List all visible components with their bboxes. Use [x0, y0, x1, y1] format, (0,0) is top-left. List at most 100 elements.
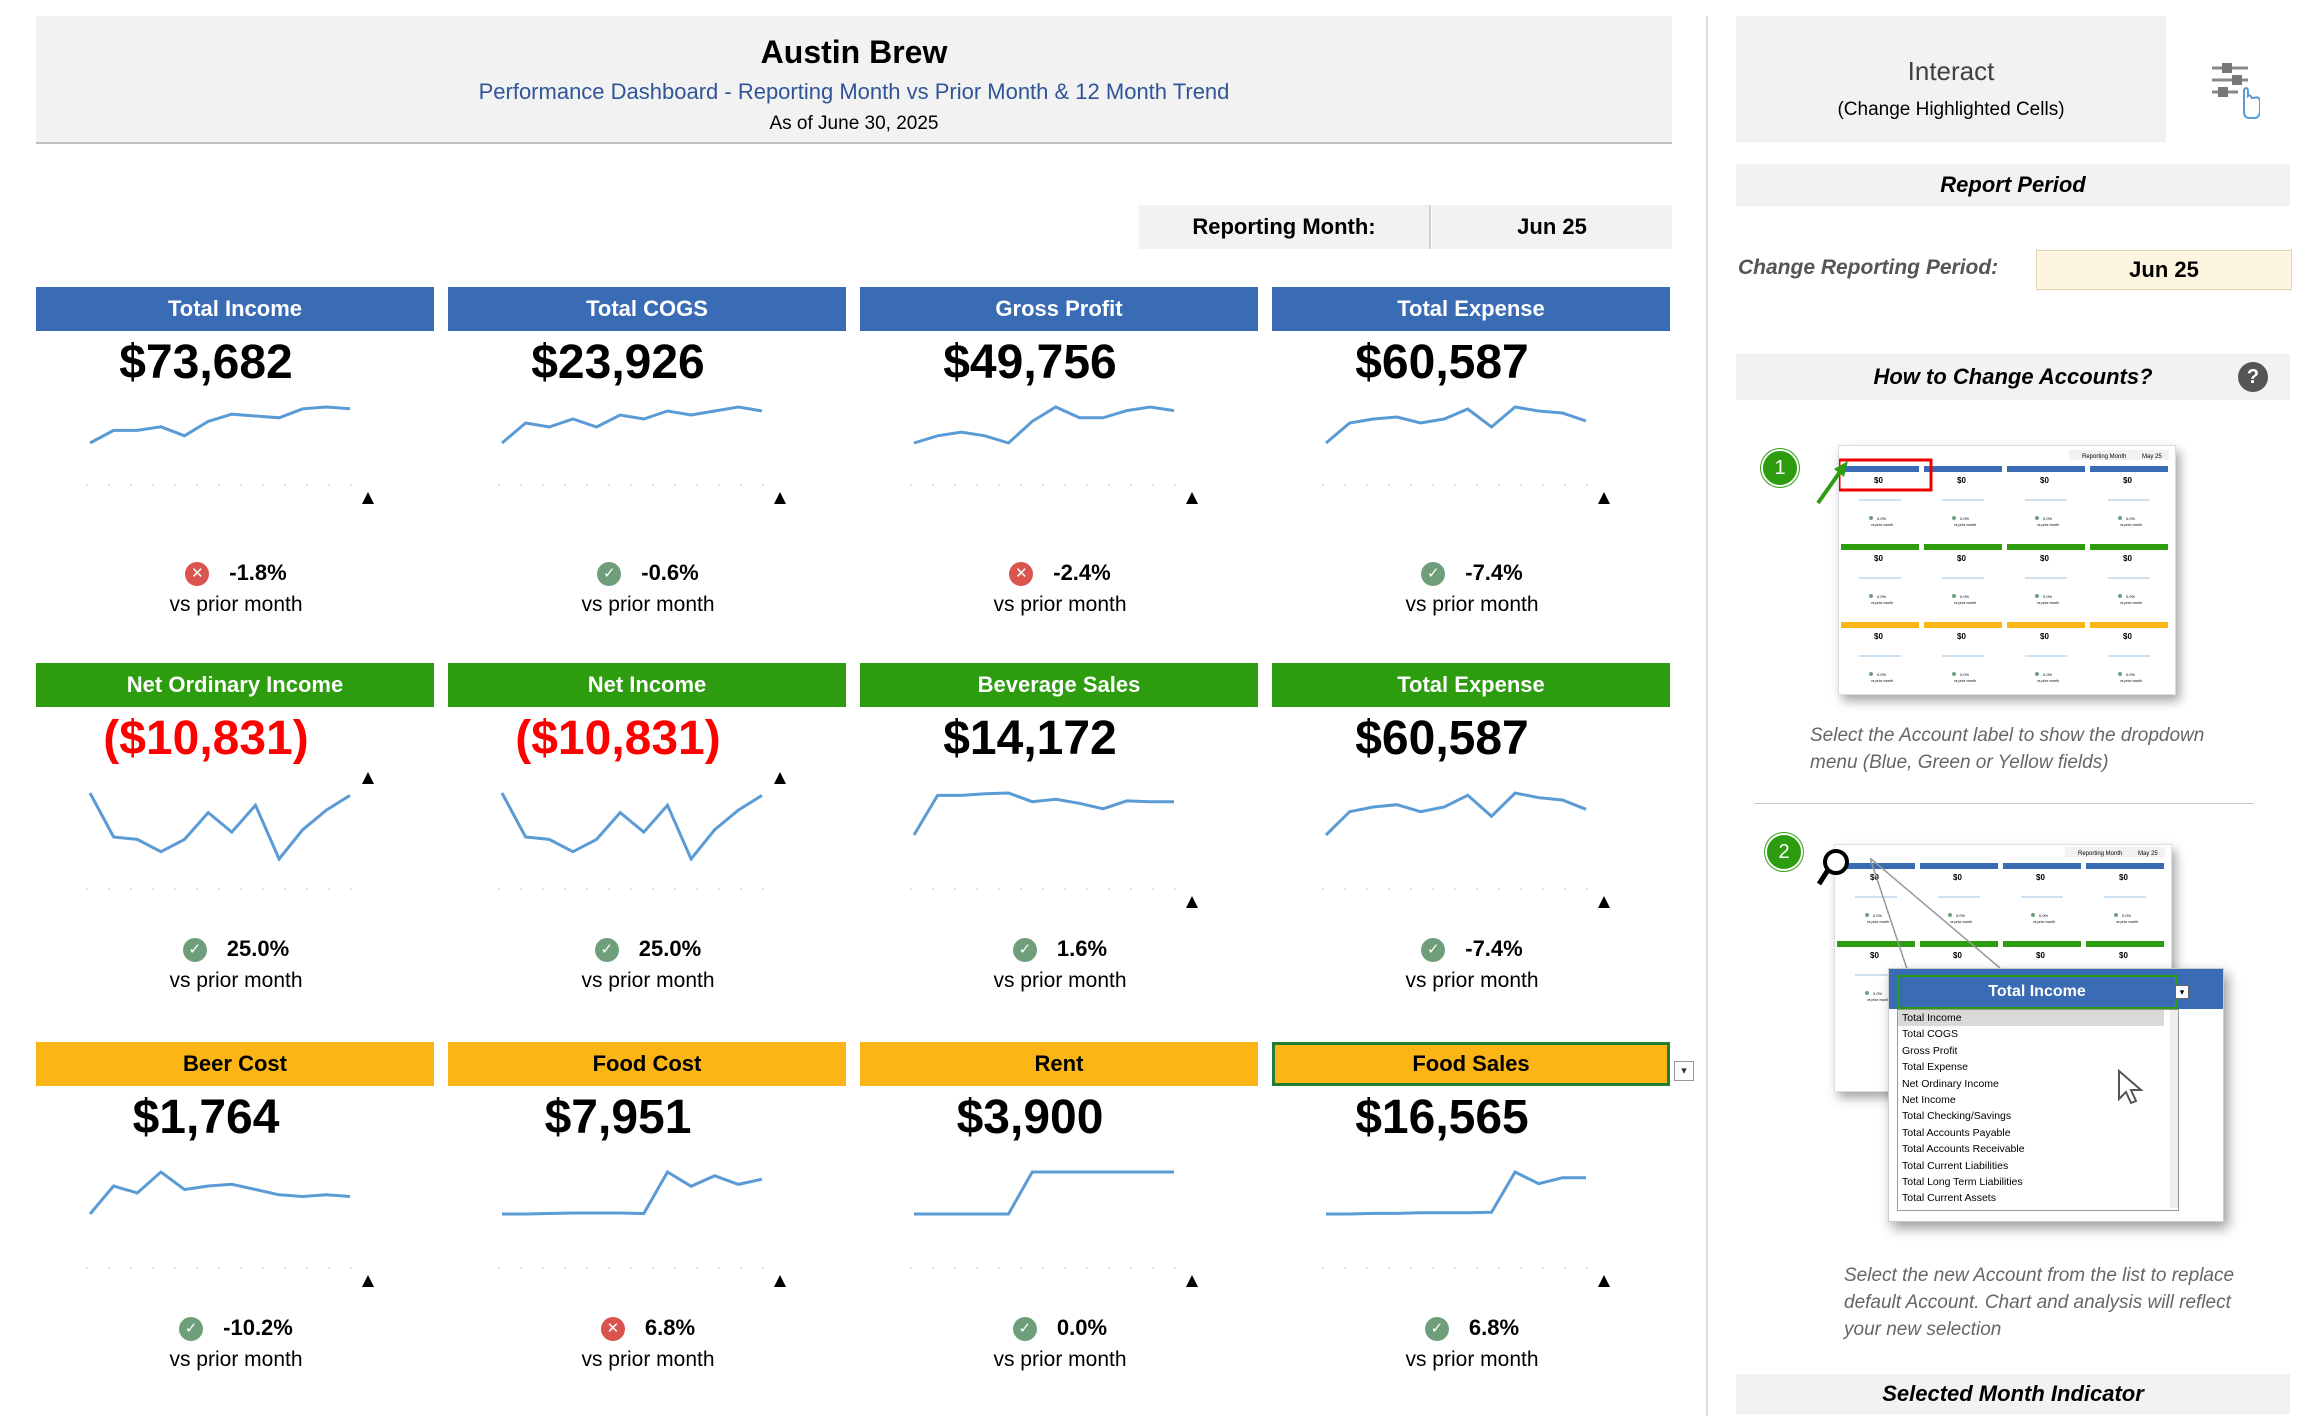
dropdown-option[interactable]: Total Income [1898, 1010, 2164, 1027]
dropdown-arrow-icon[interactable]: ▾ [1674, 1061, 1694, 1081]
thumb-check-icon [1952, 594, 1956, 598]
dropdown-option[interactable]: Total Accounts Payable [1902, 1126, 2011, 1139]
thumb-card-value: $0 [1957, 554, 1966, 563]
trend-line [913, 405, 1175, 445]
thumb-change: 0.0% [1960, 672, 1970, 677]
dropdown-option[interactable]: Net Ordinary Income [1902, 1077, 1999, 1090]
thumb-card-value: $0 [1874, 554, 1883, 563]
dropdown-option[interactable]: Total Current Assets [1902, 1192, 1996, 1205]
change-period-input[interactable]: Jun 25 [2036, 250, 2292, 290]
thumb-card-value: $0 [2119, 873, 2128, 882]
as-of-date: As of June 30, 2025 [769, 113, 939, 134]
kpi-card-title[interactable]: Gross Profit [860, 287, 1258, 331]
kpi-card-title[interactable]: Food Sales [1272, 1042, 1670, 1086]
kpi-card: Net Ordinary Income ($10,831) ✓ 25.0% vs pri… [36, 663, 434, 1028]
settings-hand-icon [2212, 63, 2260, 119]
change-row: ✕ 6.8% [448, 1315, 848, 1342]
magnifier-icon [1816, 849, 1849, 886]
kpi-card-title[interactable]: Total Income [36, 287, 434, 331]
thumb-card-value: $0 [2040, 632, 2049, 641]
trend-sparkline [498, 1169, 786, 1287]
thumb-sub: vs prior month [1954, 523, 1976, 527]
kpi-card-title[interactable]: Total Expense [1272, 287, 1670, 331]
thumbnail-image-2: Reporting Month May 25 $0 0.0% vs prior mo… [1837, 847, 2165, 1002]
kpi-card-title[interactable]: Beverage Sales [860, 663, 1258, 707]
check-icon: ✓ [1012, 1317, 1037, 1342]
change-caption: vs prior month [993, 969, 1127, 992]
kpi-value: $7,951 [544, 1091, 692, 1144]
dropdown-option[interactable]: Total COGS [1902, 1028, 1959, 1041]
thumb-card-header [1924, 466, 2002, 472]
change-caption: vs prior month [1405, 1348, 1539, 1371]
selected-month-indicator: Selected Month Indicator [1736, 1374, 2290, 1414]
step-2-caption: Select the new Account from the list to … [1844, 1265, 2235, 1340]
dropdown-scrollbar[interactable] [2170, 1010, 2178, 1208]
thumb-card-value: $0 [1953, 951, 1962, 960]
kpi-card-title[interactable]: Net Income [448, 663, 846, 707]
dropdown-option[interactable]: Total Accounts Receivable [1902, 1143, 2025, 1156]
dashboard-header: Austin Brew Performance Dashboard - Repo… [36, 16, 1672, 144]
thumb-sub: vs prior month [1950, 920, 1972, 924]
kpi-card: Rent $3,900 ✓ 0.0% vs prior month [860, 1042, 1258, 1407]
change-percent: 0.0% [1056, 1315, 1108, 1340]
kpi-card-title[interactable]: Food Cost [448, 1042, 846, 1086]
thumb-card-header [1841, 544, 1919, 550]
thumb-card-value: $0 [2119, 951, 2128, 960]
kpi-card: Gross Profit $49,756 ✕ -2.4% vs prior month [860, 287, 1258, 652]
kpi-card-title[interactable]: Net Ordinary Income [36, 663, 434, 707]
thumb-check-icon [2118, 516, 2122, 520]
step-1-caption: Select the Account label to show the dro… [1810, 725, 2205, 773]
check-icon: ✓ [1012, 938, 1037, 963]
kpi-card-title[interactable]: Total Expense [1272, 663, 1670, 707]
dropdown-toggle-icon[interactable]: ▾ [2175, 985, 2189, 999]
kpi-card: Total COGS $23,926 ✓ -0.6% vs prior month [448, 287, 846, 652]
trend-line [912, 791, 1174, 836]
help-icon[interactable]: ? [2238, 362, 2268, 392]
trend-sparkline [1322, 405, 1610, 504]
change-row: ✕ -1.8% [36, 560, 436, 587]
thumb-card-header [2007, 622, 2085, 628]
arrow-icon [1816, 461, 1848, 505]
kpi-card-title[interactable]: Beer Cost [36, 1042, 434, 1086]
thumb-card-value: $0 [2040, 476, 2049, 485]
dropdown-option[interactable]: Total Long Term Liabilities [1902, 1175, 2023, 1188]
change-percent: -1.8% [229, 560, 287, 585]
dropdown-option[interactable]: Total Current Liabilities [1902, 1159, 2009, 1172]
thumb-card-header [2003, 941, 2081, 947]
thumb-reporting-label: Reporting Month [2082, 454, 2126, 460]
kpi-card-title[interactable]: Rent [860, 1042, 1258, 1086]
thumb-change: 0.0% [2043, 516, 2053, 521]
thumb-sub: vs prior month [1871, 523, 1893, 527]
change-percent: -2.4% [1053, 560, 1111, 585]
trend-line [1326, 1170, 1586, 1216]
trend-line [88, 792, 351, 862]
thumb-sub: vs prior month [1954, 601, 1976, 605]
kpi-value: $14,172 [943, 712, 1117, 765]
triangle-up-icon [774, 492, 786, 504]
dropdown-list: Total Income Total COGS Gross Profit Total … [1897, 1009, 2179, 1211]
dropdown-option[interactable]: Total Expense [1902, 1061, 1968, 1074]
trend-line [88, 1170, 351, 1215]
kpi-card-title[interactable]: Total COGS [448, 287, 846, 331]
triangle-up-icon [774, 1275, 786, 1287]
dropdown-option[interactable]: Gross Profit [1902, 1044, 1958, 1057]
dropdown-selected[interactable]: Total Income [1897, 975, 2177, 1009]
thumb-card-value: $0 [2036, 873, 2045, 882]
change-caption: vs prior month [581, 969, 715, 992]
thumb-card-value: $0 [2040, 554, 2049, 563]
thumb-change: 0.0% [2043, 672, 2053, 677]
thumb-card-header [1841, 622, 1919, 628]
check-icon: ✓ [179, 1317, 204, 1342]
thumb-check-icon [2031, 913, 2035, 917]
dropdown-option[interactable]: Total Checking/Savings [1902, 1110, 2012, 1123]
triangle-up-icon [1598, 492, 1610, 504]
trend-line [89, 405, 351, 445]
thumb-card-header [2090, 622, 2168, 628]
trend-line [1324, 791, 1587, 837]
thumb-change: 0.0% [1873, 991, 1883, 996]
dropdown-option[interactable]: Net Income [1902, 1093, 1956, 1106]
company-title: Austin Brew [760, 34, 948, 70]
thumb-change: 0.0% [1960, 516, 1970, 521]
thumb-card-value: $0 [2123, 554, 2132, 563]
check-icon: ✓ [1424, 1317, 1449, 1342]
